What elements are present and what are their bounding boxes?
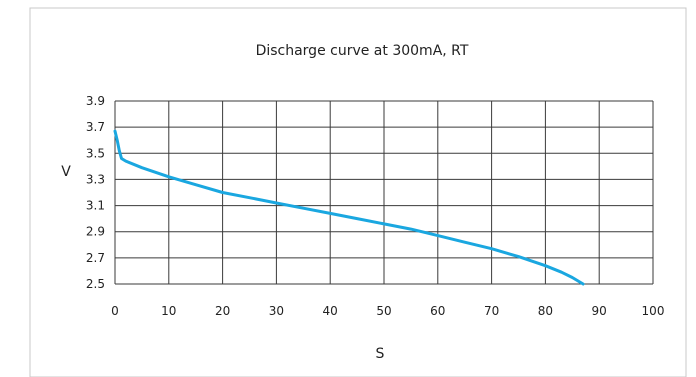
x-tick-label: 60 xyxy=(430,304,445,318)
x-tick-label: 20 xyxy=(215,304,230,318)
y-tick-label: 2.5 xyxy=(86,277,105,291)
x-tick-label: 10 xyxy=(161,304,176,318)
x-tick-labels: 0 10 20 30 40 50 60 70 80 90 100 xyxy=(111,304,664,318)
y-tick-label: 3.7 xyxy=(86,120,105,134)
x-tick-label: 50 xyxy=(376,304,391,318)
x-axis-label: S xyxy=(376,346,385,362)
y-tick-label: 2.7 xyxy=(86,251,105,265)
x-tick-label: 0 xyxy=(111,304,119,318)
series-group xyxy=(113,129,585,286)
x-tick-label: 40 xyxy=(323,304,338,318)
grid xyxy=(114,100,654,285)
y-tick-label: 3.5 xyxy=(86,146,105,160)
chart-title: Discharge curve at 300mA, RT xyxy=(256,43,469,59)
y-tick-label: 2.9 xyxy=(86,225,105,239)
x-tick-label: 30 xyxy=(269,304,284,318)
y-axis-label: V xyxy=(61,164,71,180)
x-tick-label: 90 xyxy=(592,304,607,318)
x-tick-label: 70 xyxy=(484,304,499,318)
chart-border xyxy=(29,7,687,377)
x-tick-label: 80 xyxy=(538,304,553,318)
y-tick-label: 3.9 xyxy=(86,94,105,108)
y-tick-labels: 2.5 2.7 2.9 3.1 3.3 3.5 3.7 3.9 xyxy=(86,94,105,291)
series-line xyxy=(113,129,585,286)
y-tick-label: 3.1 xyxy=(86,199,105,213)
x-tick-label: 100 xyxy=(642,304,665,318)
y-tick-label: 3.3 xyxy=(86,172,105,186)
